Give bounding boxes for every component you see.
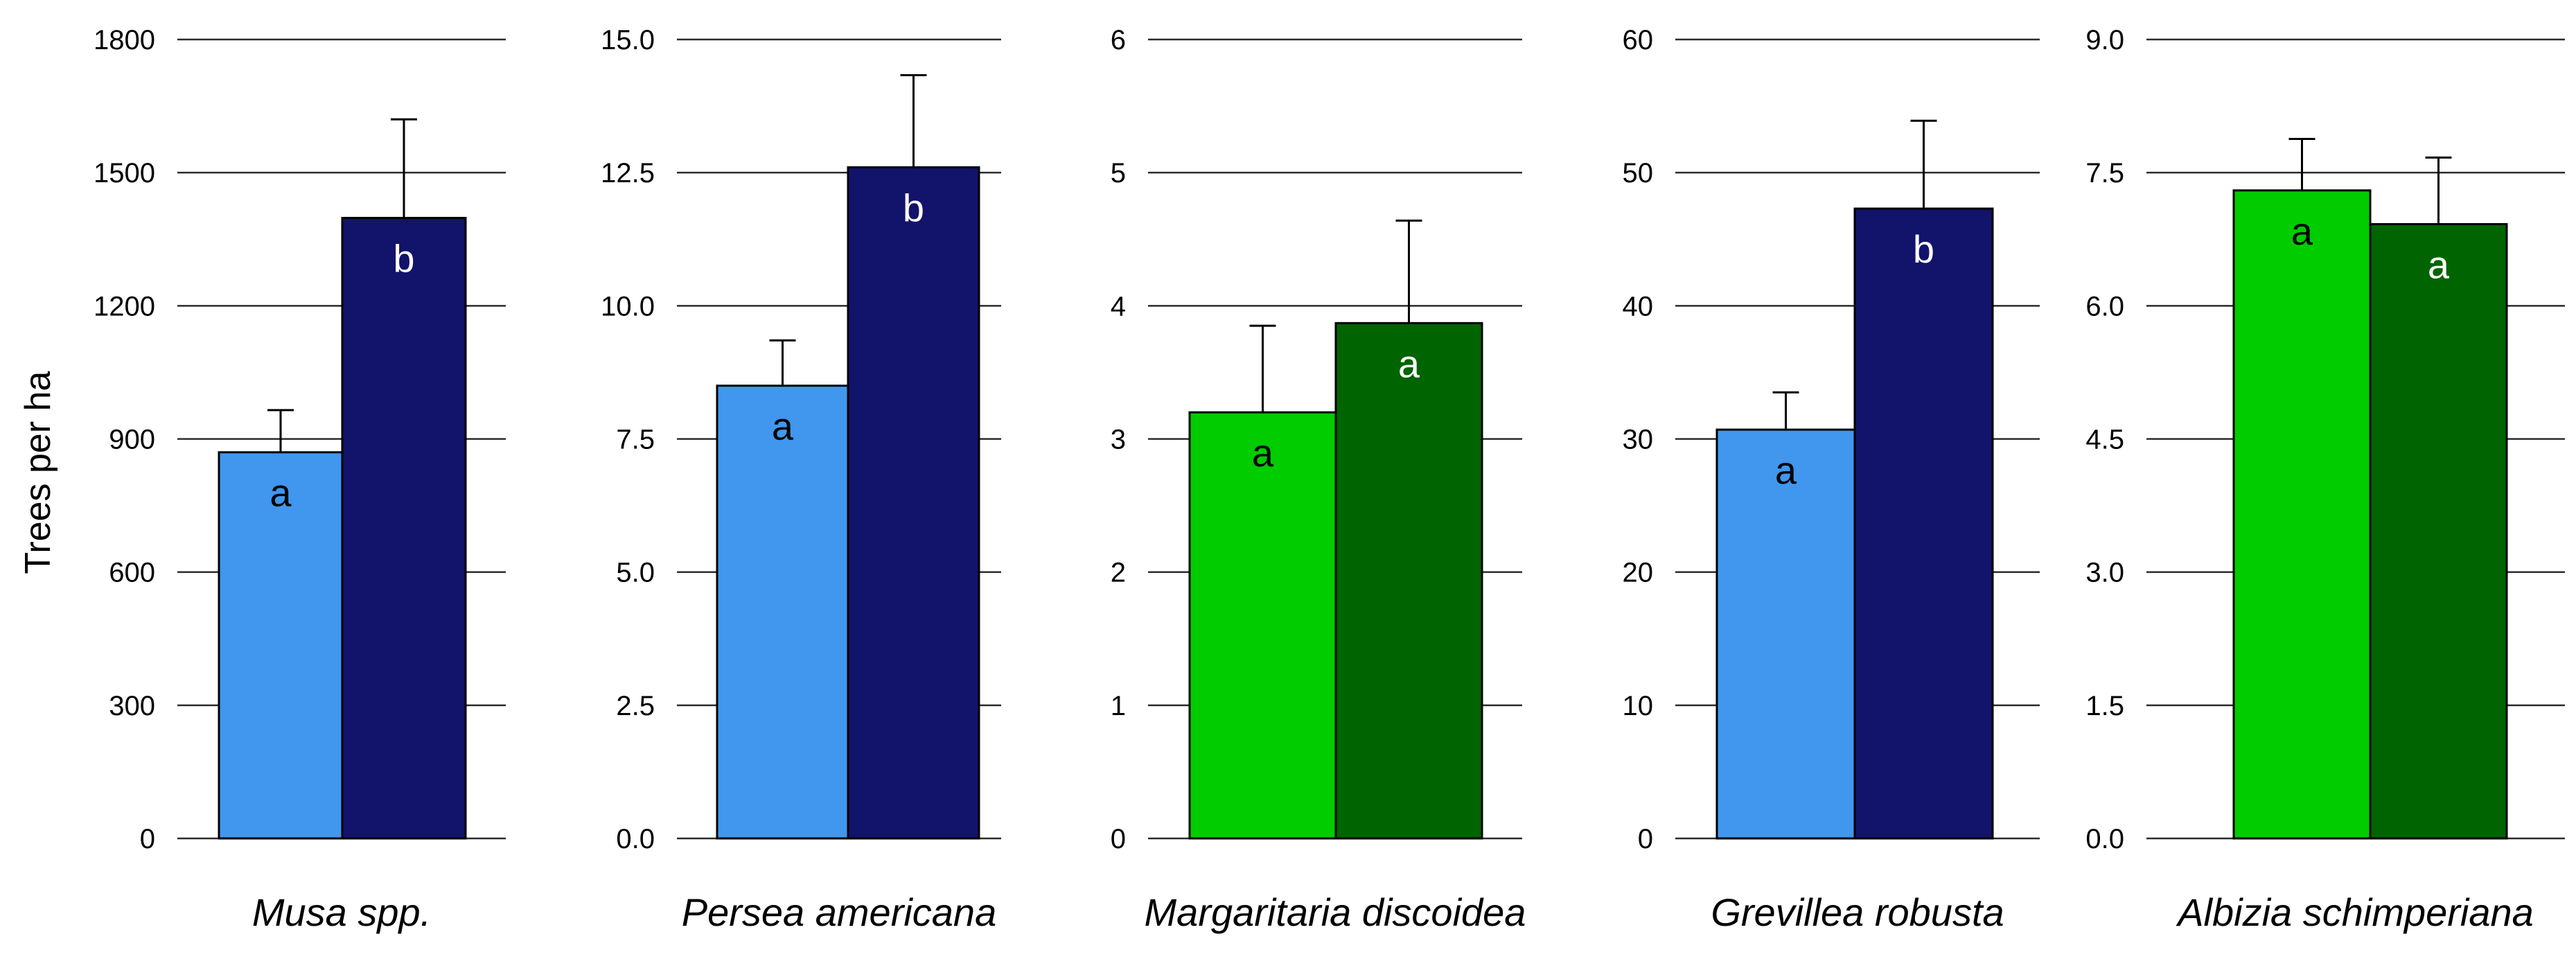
significance-letter: a bbox=[270, 471, 292, 515]
significance-letter: b bbox=[1913, 227, 1934, 271]
bar bbox=[1334, 322, 1483, 840]
significance-letter: a bbox=[1252, 431, 1274, 475]
y-tick-label: 1500 bbox=[94, 158, 155, 188]
y-tick-label: 7.5 bbox=[616, 425, 655, 455]
y-tick-label: 3.0 bbox=[2085, 558, 2124, 588]
y-tick-label: 6.0 bbox=[2085, 291, 2124, 322]
y-tick-label: 0 bbox=[1111, 824, 1126, 854]
significance-letter: a bbox=[2291, 209, 2313, 253]
panel-title: Albizia schimperiana bbox=[2176, 890, 2534, 934]
y-tick-label: 4 bbox=[1111, 291, 1126, 322]
bar bbox=[1715, 428, 1856, 840]
bar bbox=[1188, 411, 1337, 840]
bar bbox=[2232, 189, 2372, 840]
panel-title: Margaritaria discoidea bbox=[1145, 890, 1526, 934]
y-tick-label: 15.0 bbox=[601, 25, 655, 55]
y-tick-label: 20 bbox=[1623, 558, 1654, 588]
y-tick-label: 12.5 bbox=[601, 158, 655, 188]
y-tick-label: 900 bbox=[109, 425, 155, 455]
y-tick-label: 50 bbox=[1623, 158, 1654, 188]
y-tick-label: 2 bbox=[1111, 558, 1126, 588]
chart-panel-3: 0 1 2 3 4 5 6 a a Margaritaria discoidea bbox=[1111, 25, 1526, 934]
bar bbox=[2369, 222, 2508, 840]
panel-title: Persea americana bbox=[682, 890, 996, 934]
y-tick-label: 60 bbox=[1623, 25, 1654, 55]
bar bbox=[847, 166, 980, 840]
y-axis-title: Trees per ha bbox=[18, 371, 58, 574]
chart-panel-1: 0 300 600 900 1200 1500 1800 a b Musa spp. bbox=[94, 25, 506, 934]
y-tick-label: 1 bbox=[1111, 691, 1126, 721]
y-tick-label: 9.0 bbox=[2085, 25, 2124, 55]
y-tick-label: 40 bbox=[1623, 291, 1654, 322]
y-tick-label: 0 bbox=[140, 824, 155, 854]
y-tick-label: 6 bbox=[1111, 25, 1126, 55]
panel-title: Musa spp. bbox=[252, 890, 431, 934]
y-tick-label: 1800 bbox=[94, 25, 155, 55]
y-tick-label: 0.0 bbox=[2085, 824, 2124, 854]
y-tick-label: 10 bbox=[1623, 691, 1654, 721]
significance-letter: b bbox=[903, 186, 924, 229]
panel-title: Grevillea robusta bbox=[1711, 890, 2004, 934]
y-tick-label: 300 bbox=[109, 691, 155, 721]
y-tick-label: 0.0 bbox=[616, 824, 655, 854]
chart-panel-2: 0.0 2.5 5.0 7.5 10.0 12.5 15.0 a b Persea america… bbox=[601, 25, 1001, 934]
significance-letter: a bbox=[1775, 448, 1797, 492]
y-tick-label: 1200 bbox=[94, 291, 155, 322]
y-tick-label: 5.0 bbox=[616, 558, 655, 588]
y-tick-label: 1.5 bbox=[2085, 691, 2124, 721]
y-tick-label: 10.0 bbox=[601, 291, 655, 322]
y-tick-label: 4.5 bbox=[2085, 425, 2124, 455]
significance-letter: a bbox=[2428, 243, 2450, 286]
y-tick-label: 5 bbox=[1111, 158, 1126, 188]
significance-letter: a bbox=[1398, 342, 1420, 385]
significance-letter: b bbox=[393, 237, 414, 281]
y-tick-label: 3 bbox=[1111, 425, 1126, 455]
y-tick-label: 600 bbox=[109, 558, 155, 588]
chart-panel-5: 0.0 1.5 3.0 4.5 6.0 7.5 9.0 a a Albizia schimperi… bbox=[2085, 25, 2565, 934]
y-tick-label: 2.5 bbox=[616, 691, 655, 721]
y-tick-label: 30 bbox=[1623, 425, 1654, 455]
y-tick-label: 0 bbox=[1638, 824, 1653, 854]
chart-panel-4: 0 10 20 30 40 50 60 a b Grevillea robusta bbox=[1623, 25, 2040, 934]
significance-letter: a bbox=[772, 405, 794, 448]
y-tick-label: 7.5 bbox=[2085, 158, 2124, 188]
bar bbox=[341, 217, 467, 840]
bar bbox=[716, 385, 849, 840]
bar bbox=[1853, 207, 1994, 840]
bar bbox=[218, 451, 344, 840]
